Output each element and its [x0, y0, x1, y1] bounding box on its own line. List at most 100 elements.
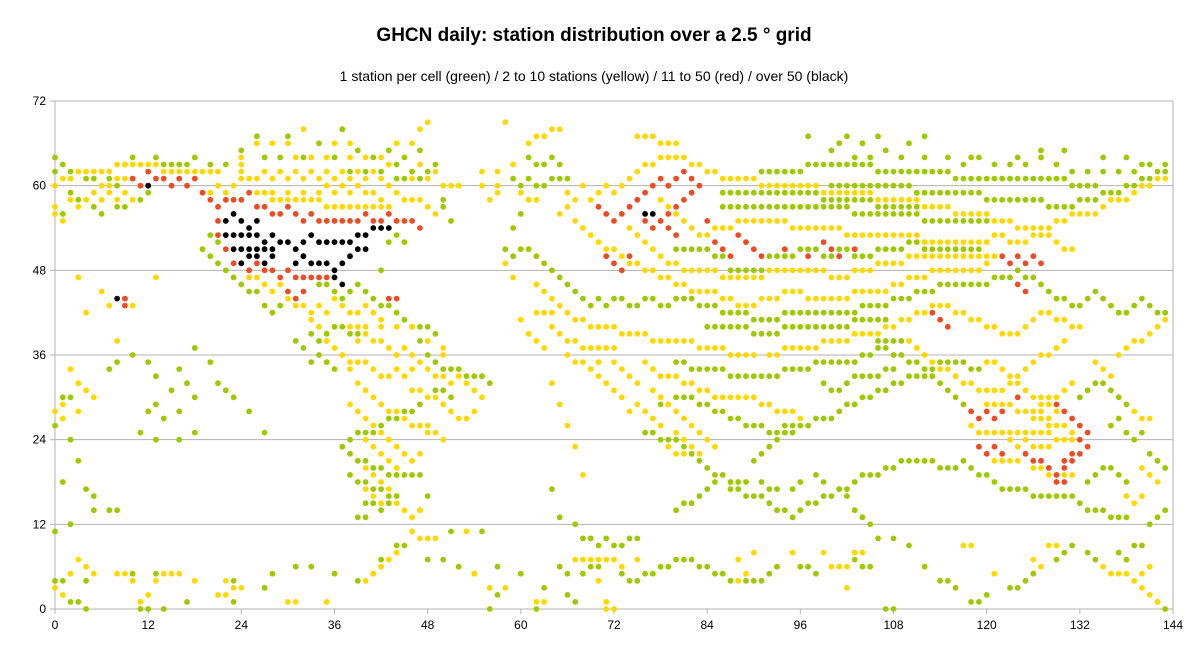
- station-point-yellow: [735, 577, 742, 584]
- station-point-green: [921, 168, 928, 175]
- station-point-yellow: [611, 246, 617, 253]
- station-point-yellow: [370, 570, 377, 577]
- station-point-yellow: [1139, 338, 1145, 344]
- gridlines: [55, 100, 1173, 610]
- station-point-green: [952, 584, 959, 591]
- station-point-green: [750, 189, 757, 196]
- station-point-red: [929, 309, 936, 316]
- station-point-yellow: [378, 563, 384, 570]
- station-point-green: [1084, 196, 1091, 203]
- station-point-red: [246, 189, 253, 196]
- station-point-green: [191, 394, 198, 401]
- station-point-yellow: [657, 140, 664, 147]
- station-point-yellow: [688, 338, 695, 344]
- station-point-green: [766, 443, 773, 450]
- station-point-green: [238, 281, 245, 288]
- station-point-green: [836, 246, 843, 253]
- station-point-red: [1084, 429, 1091, 436]
- station-point-yellow: [385, 408, 392, 415]
- station-point-green: [882, 606, 889, 612]
- station-point-yellow: [52, 182, 58, 189]
- station-point-green: [696, 493, 703, 499]
- station-point-yellow: [572, 443, 579, 450]
- station-point-green: [875, 316, 881, 323]
- station-point-red: [1084, 443, 1091, 450]
- station-point-green: [417, 323, 423, 330]
- station-point-red: [300, 288, 307, 295]
- station-point-yellow: [688, 288, 695, 295]
- station-point-green: [424, 323, 431, 330]
- station-point-green: [1146, 302, 1153, 309]
- station-point-yellow: [129, 577, 136, 584]
- station-point-green: [440, 387, 447, 394]
- station-point-red: [983, 408, 990, 415]
- station-point-green: [184, 380, 190, 387]
- station-point-green: [712, 253, 718, 260]
- station-point-green: [448, 394, 454, 401]
- station-point-green: [114, 359, 120, 365]
- station-point-yellow: [440, 401, 447, 408]
- station-point-green: [789, 323, 796, 330]
- station-point-yellow: [362, 203, 369, 210]
- y-tick-label-60: 60: [33, 179, 47, 193]
- station-point-yellow: [1108, 373, 1114, 380]
- station-point-green: [479, 373, 485, 380]
- station-point-green: [758, 203, 765, 210]
- station-point-yellow: [572, 338, 579, 344]
- station-point-red: [999, 408, 1006, 415]
- station-point-yellow: [642, 239, 648, 246]
- station-point-yellow: [603, 345, 610, 351]
- station-point-green: [354, 577, 361, 584]
- station-point-yellow: [991, 429, 998, 436]
- station-point-green: [230, 577, 237, 584]
- station-point-green: [649, 295, 656, 302]
- station-point-green: [781, 253, 788, 260]
- station-point-yellow: [331, 140, 338, 147]
- station-point-green: [1146, 450, 1153, 457]
- station-point-green: [603, 535, 610, 542]
- station-point-yellow: [968, 316, 974, 323]
- station-point-yellow: [921, 203, 928, 210]
- station-point-yellow: [665, 401, 672, 408]
- station-point-green: [968, 189, 974, 196]
- station-point-yellow: [67, 570, 74, 577]
- station-point-yellow: [160, 570, 167, 577]
- station-point-yellow: [882, 232, 889, 239]
- station-point-green: [370, 295, 377, 302]
- station-point-green: [797, 309, 804, 316]
- station-point-yellow: [844, 338, 850, 344]
- station-point-green: [215, 380, 221, 387]
- station-point-green: [875, 182, 881, 189]
- station-point-green: [277, 154, 284, 161]
- station-point-green: [898, 380, 905, 387]
- station-point-yellow: [937, 267, 943, 274]
- station-point-yellow: [1030, 556, 1037, 563]
- station-point-green: [176, 161, 183, 168]
- station-point-yellow: [1045, 401, 1052, 408]
- station-point-green: [378, 422, 384, 429]
- station-point-yellow: [626, 330, 633, 337]
- station-point-green: [844, 161, 850, 168]
- station-point-green: [937, 246, 943, 253]
- x-tick-labels: 0 12 24 36 48 60 72 84 96 108 120 132 144: [52, 618, 1184, 632]
- station-point-yellow: [1045, 422, 1052, 429]
- station-point-yellow: [347, 359, 353, 365]
- station-point-green: [875, 535, 881, 542]
- station-point-green: [673, 359, 679, 365]
- station-point-green: [859, 253, 866, 260]
- station-point-yellow: [696, 387, 703, 394]
- station-point-yellow: [890, 281, 897, 288]
- station-point-red: [1076, 436, 1083, 443]
- station-point-yellow: [417, 535, 423, 542]
- station-point-green: [781, 429, 788, 436]
- station-point-yellow: [269, 175, 276, 182]
- station-point-yellow: [766, 267, 773, 274]
- station-point-yellow: [572, 196, 579, 203]
- station-point-yellow: [362, 154, 369, 161]
- station-point-yellow: [649, 246, 656, 253]
- station-point-green: [766, 486, 773, 492]
- y-tick-label-0: 0: [39, 602, 46, 616]
- station-point-yellow: [844, 232, 850, 239]
- station-point-yellow: [277, 168, 284, 175]
- station-point-yellow: [991, 570, 998, 577]
